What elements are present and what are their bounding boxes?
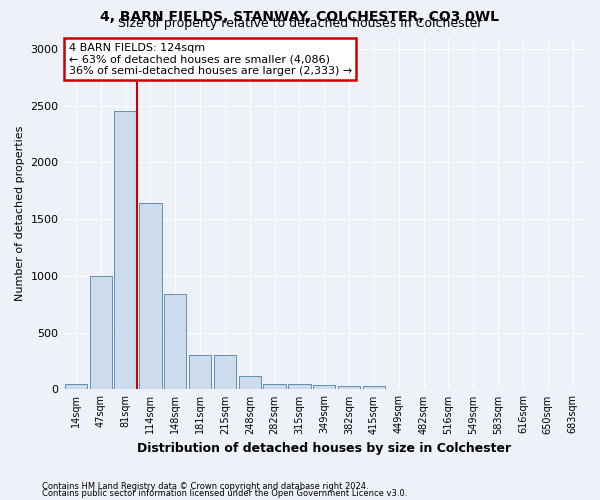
Bar [313,386,335,390]
X-axis label: Distribution of detached houses by size in Colchester: Distribution of detached houses by size … [137,442,511,455]
Bar [89,276,112,390]
Bar [65,384,87,390]
Text: 4 BARN FIELDS: 124sqm
← 63% of detached houses are smaller (4,086)
36% of semi-d: 4 BARN FIELDS: 124sqm ← 63% of detached … [69,43,352,76]
Bar [239,376,261,390]
Bar [263,384,286,390]
Bar [115,112,137,390]
Bar [214,356,236,390]
Text: Contains public sector information licensed under the Open Government Licence v3: Contains public sector information licen… [42,490,407,498]
Text: 4, BARN FIELDS, STANWAY, COLCHESTER, CO3 0WL: 4, BARN FIELDS, STANWAY, COLCHESTER, CO3… [101,10,499,24]
Text: Size of property relative to detached houses in Colchester: Size of property relative to detached ho… [118,18,482,30]
Bar [288,384,311,390]
Text: Contains HM Land Registry data © Crown copyright and database right 2024.: Contains HM Land Registry data © Crown c… [42,482,368,491]
Y-axis label: Number of detached properties: Number of detached properties [15,126,25,301]
Bar [139,203,161,390]
Bar [338,386,360,390]
Bar [189,356,211,390]
Bar [363,386,385,390]
Bar [164,294,187,390]
